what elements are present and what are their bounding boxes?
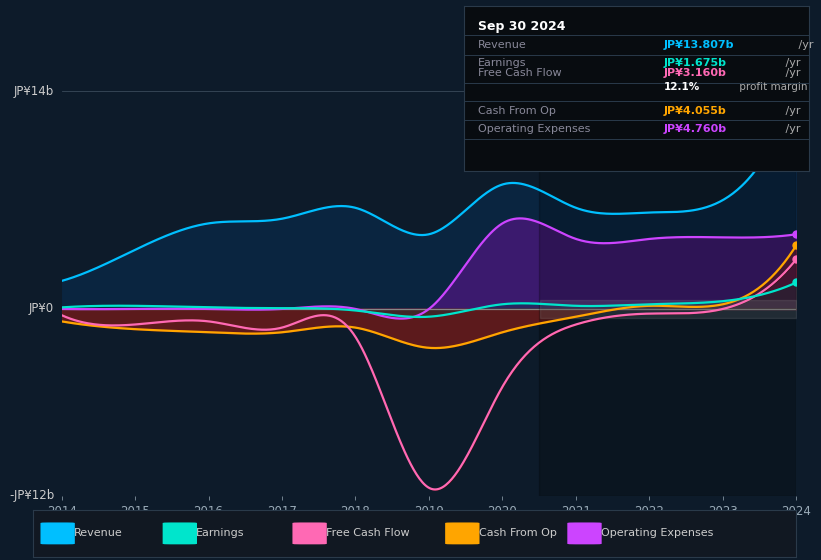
Text: Sep 30 2024: Sep 30 2024 — [478, 21, 565, 34]
Text: profit margin: profit margin — [736, 82, 808, 91]
Text: Earnings: Earnings — [196, 529, 245, 538]
Text: /yr: /yr — [782, 58, 800, 68]
Text: JP¥4.055b: JP¥4.055b — [664, 105, 727, 115]
Text: -JP¥12b: -JP¥12b — [9, 489, 54, 502]
FancyBboxPatch shape — [163, 522, 197, 544]
Text: JP¥4.760b: JP¥4.760b — [664, 124, 727, 134]
Text: Operating Expenses: Operating Expenses — [601, 529, 713, 538]
Text: JP¥14b: JP¥14b — [14, 85, 54, 97]
Text: 12.1%: 12.1% — [664, 82, 700, 91]
Text: /yr: /yr — [782, 68, 800, 78]
Text: Cash From Op: Cash From Op — [479, 529, 557, 538]
Text: JP¥13.807b: JP¥13.807b — [664, 40, 734, 50]
Text: Revenue: Revenue — [74, 529, 123, 538]
Text: /yr: /yr — [782, 105, 800, 115]
FancyBboxPatch shape — [292, 522, 327, 544]
Bar — [539, 76, 796, 496]
Text: /yr: /yr — [795, 40, 814, 50]
Text: Free Cash Flow: Free Cash Flow — [478, 68, 562, 78]
Text: JP¥3.160b: JP¥3.160b — [664, 68, 727, 78]
Text: Free Cash Flow: Free Cash Flow — [326, 529, 410, 538]
FancyBboxPatch shape — [567, 522, 602, 544]
Text: JP¥1.675b: JP¥1.675b — [664, 58, 727, 68]
Text: Earnings: Earnings — [478, 58, 526, 68]
FancyBboxPatch shape — [40, 522, 75, 544]
Text: Revenue: Revenue — [478, 40, 526, 50]
Text: Cash From Op: Cash From Op — [478, 105, 556, 115]
Text: Operating Expenses: Operating Expenses — [478, 124, 590, 134]
Text: /yr: /yr — [782, 124, 800, 134]
FancyBboxPatch shape — [445, 522, 479, 544]
Text: JP¥0: JP¥0 — [29, 302, 54, 315]
